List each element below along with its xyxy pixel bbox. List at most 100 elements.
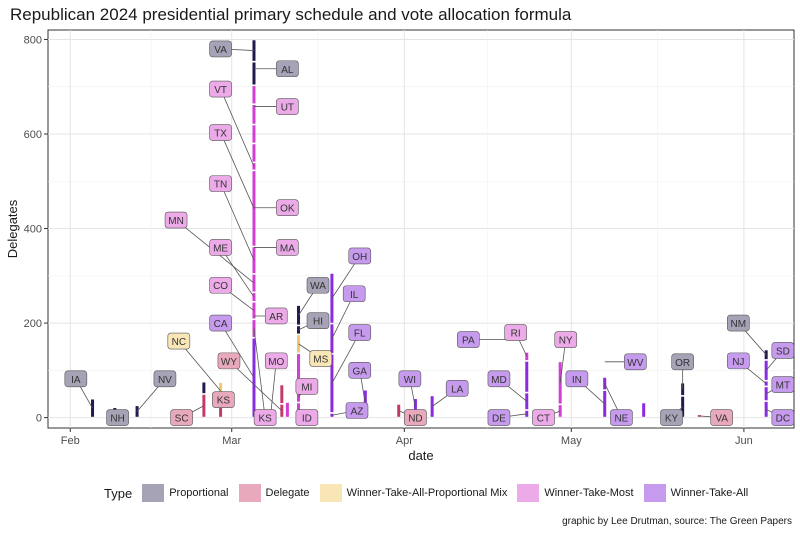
state-label-text: NY [559,336,573,347]
state-label-box [554,331,578,348]
state-label: PA [457,331,480,348]
state-label: LA [445,379,469,397]
state-label-box [217,352,241,370]
state-label: WI [398,370,422,388]
bar-segment [681,383,685,396]
label-leader [220,88,255,167]
state-label-text: NJ [732,357,744,368]
state-label-text: LA [451,384,464,395]
state-label-text: NC [172,337,186,348]
state-label-text: MD [491,375,507,386]
state-label-text: NV [158,375,172,386]
state-label: FL [348,324,372,341]
state-label: ID [295,409,319,426]
state-label: MO [264,352,288,370]
bar-segment [252,105,256,124]
state-label: WV [624,353,647,371]
state-label-text: MA [280,243,295,254]
legend-item-delegate: Delegate [238,484,310,502]
state-label: KS [253,409,277,426]
label-leader [178,340,221,392]
state-label-text: VT [214,85,227,96]
state-label-box [487,370,511,388]
state-label-text: OR [675,358,690,369]
state-label-text: WY [221,357,237,368]
state-labels: IA NH NV SC KS NC CA KS CO ME MN TN TX VT VA UT AL OK MA AR… [64,40,795,426]
legend-swatch [238,484,261,502]
state-label-box [106,409,129,426]
state-label-text: MI [301,382,312,393]
state-label-box [624,353,647,371]
state-label: AZ [345,402,369,419]
label-leader [270,360,277,415]
state-label: MI [295,378,319,395]
state-label: AR [264,307,288,325]
state-label: KY [660,409,683,426]
state-label-box [487,409,511,426]
state-label-box [209,314,232,332]
state-label-text: OH [352,252,367,263]
state-label-text: WA [310,281,326,292]
state-label-text: SC [175,414,189,425]
state-label-box [445,379,469,397]
state-label-box [532,409,555,426]
legend-item-proportional: Proportional [142,484,229,502]
state-label: WY [217,352,241,370]
state-label: DC [771,409,795,426]
state-label: NH [106,409,129,426]
axes: 0 200 400 600 800 Feb Mar Apr May Jun [24,34,753,447]
state-label-box [610,409,633,426]
state-label-box [264,307,288,325]
bar-segment [280,385,284,404]
state-label-text: ND [408,414,422,425]
state-label-box [348,247,372,265]
bar-segment [252,40,256,61]
state-label-text: SD [776,346,790,357]
state-label: IA [64,370,88,388]
state-label-box [276,239,299,256]
state-label: NY [554,331,578,348]
state-label-text: MS [313,355,328,366]
state-label-box [153,370,177,388]
caption: graphic by Lee Drutman, source: The Gree… [562,516,792,527]
state-label: VT [209,80,232,98]
state-label-text: IN [572,375,582,386]
state-label-text: AL [281,65,294,76]
x-tick-label: Apr [396,435,413,447]
state-label-box [170,409,193,426]
legend-label: Proportional [169,487,229,499]
state-label-box [348,362,372,379]
bar-segment [252,144,256,162]
state-label-box [771,376,795,393]
state-label-text: ME [213,243,228,254]
state-label-box [209,40,232,58]
legend-item-winner-take-most: Winner-Take-Most [517,484,634,502]
y-axis-label: Delegates [5,199,20,258]
state-label-box [771,409,795,426]
state-label-text: CO [213,281,228,292]
label-leader [228,360,283,412]
x-tick-label: Jun [735,435,753,447]
x-tick-label: May [561,435,582,447]
state-label-box [164,211,188,229]
state-label-text: NH [110,414,124,425]
state-label-box [209,175,232,192]
state-label: NM [727,314,750,332]
state-label-box [295,378,319,395]
legend-label: Winner-Take-All-Proportional Mix [346,487,508,499]
state-label: IL [342,285,366,303]
state-label-text: MO [268,357,284,368]
state-label: ND [404,409,427,426]
state-label-text: HI [313,317,323,328]
state-label-box [276,199,299,217]
state-label: CT [532,409,555,426]
state-label-box [253,409,277,426]
state-label: CO [209,276,232,294]
legend: Type Proportional Delegate Winner-Take-A… [104,484,758,502]
state-label: TX [209,124,232,141]
state-label: NV [153,370,177,388]
bar-segment [202,382,206,394]
bar-segment [681,396,685,417]
label-leader [253,328,266,418]
